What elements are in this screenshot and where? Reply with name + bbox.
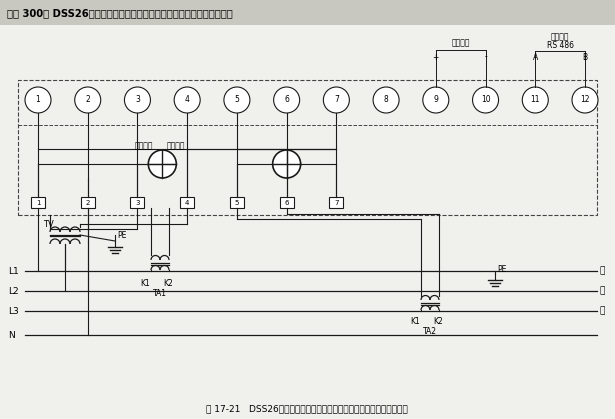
Circle shape xyxy=(124,87,151,113)
Text: K2: K2 xyxy=(163,279,173,289)
Bar xyxy=(230,197,244,209)
Text: 10: 10 xyxy=(481,96,490,104)
Text: L2: L2 xyxy=(8,287,18,295)
Bar xyxy=(0,0,615,25)
Bar xyxy=(31,197,45,209)
Text: 图 17-21   DSS26型电子式电能表经电压互感器、电流互感器接入的接线: 图 17-21 DSS26型电子式电能表经电压互感器、电流互感器接入的接线 xyxy=(206,404,408,414)
Bar xyxy=(330,197,343,209)
Text: 【例 300】 DSS26型电子式电能表经电压互感器、电流互感器接入的接线: 【例 300】 DSS26型电子式电能表经电压互感器、电流互感器接入的接线 xyxy=(7,8,232,18)
Circle shape xyxy=(373,87,399,113)
Text: L1: L1 xyxy=(8,266,18,276)
Text: 6: 6 xyxy=(284,200,289,206)
Text: 4: 4 xyxy=(185,200,189,206)
Text: 6: 6 xyxy=(284,96,289,104)
Text: 5: 5 xyxy=(235,200,239,206)
Text: 脉冲输出: 脉冲输出 xyxy=(451,39,470,47)
Text: 3: 3 xyxy=(135,96,140,104)
Text: +: + xyxy=(432,52,439,62)
Circle shape xyxy=(472,87,499,113)
Bar xyxy=(18,80,597,215)
Text: TA1: TA1 xyxy=(153,290,167,298)
Text: 11: 11 xyxy=(531,96,540,104)
Bar xyxy=(130,197,145,209)
Text: RS 486: RS 486 xyxy=(547,41,574,49)
Circle shape xyxy=(423,87,449,113)
Text: PE: PE xyxy=(117,232,126,241)
Text: 荷: 荷 xyxy=(600,287,605,295)
Text: 侧: 侧 xyxy=(600,307,605,316)
Text: 通信接口: 通信接口 xyxy=(551,33,569,41)
Text: -: - xyxy=(484,52,487,62)
Circle shape xyxy=(323,87,349,113)
Bar xyxy=(280,197,293,209)
Circle shape xyxy=(522,87,549,113)
Bar xyxy=(81,197,95,209)
Circle shape xyxy=(272,150,301,178)
Text: PE: PE xyxy=(497,264,506,274)
Text: 8: 8 xyxy=(384,96,389,104)
Circle shape xyxy=(174,87,200,113)
Text: 9: 9 xyxy=(434,96,438,104)
Circle shape xyxy=(25,87,51,113)
Text: 5: 5 xyxy=(234,96,239,104)
Text: N: N xyxy=(8,331,15,339)
Text: 12: 12 xyxy=(580,96,590,104)
Text: 7: 7 xyxy=(334,200,339,206)
Text: 电压线圈: 电压线圈 xyxy=(167,142,186,150)
Text: L3: L3 xyxy=(8,307,18,316)
Circle shape xyxy=(224,87,250,113)
Bar xyxy=(180,197,194,209)
Circle shape xyxy=(75,87,101,113)
Text: 电流线圈: 电流线圈 xyxy=(135,142,154,150)
Text: 4: 4 xyxy=(184,96,189,104)
Text: TA2: TA2 xyxy=(423,328,437,336)
Text: B: B xyxy=(582,54,587,62)
Text: K2: K2 xyxy=(433,318,443,326)
Circle shape xyxy=(274,87,300,113)
Text: 7: 7 xyxy=(334,96,339,104)
Text: 1: 1 xyxy=(36,96,41,104)
Text: 负: 负 xyxy=(600,266,605,276)
Text: TV: TV xyxy=(43,220,54,230)
Text: 3: 3 xyxy=(135,200,140,206)
Text: 2: 2 xyxy=(85,200,90,206)
Circle shape xyxy=(148,150,177,178)
Circle shape xyxy=(572,87,598,113)
Text: K1: K1 xyxy=(140,279,149,289)
Text: 2: 2 xyxy=(85,96,90,104)
Text: A: A xyxy=(533,54,538,62)
Text: 1: 1 xyxy=(36,200,40,206)
Text: K1: K1 xyxy=(410,318,420,326)
